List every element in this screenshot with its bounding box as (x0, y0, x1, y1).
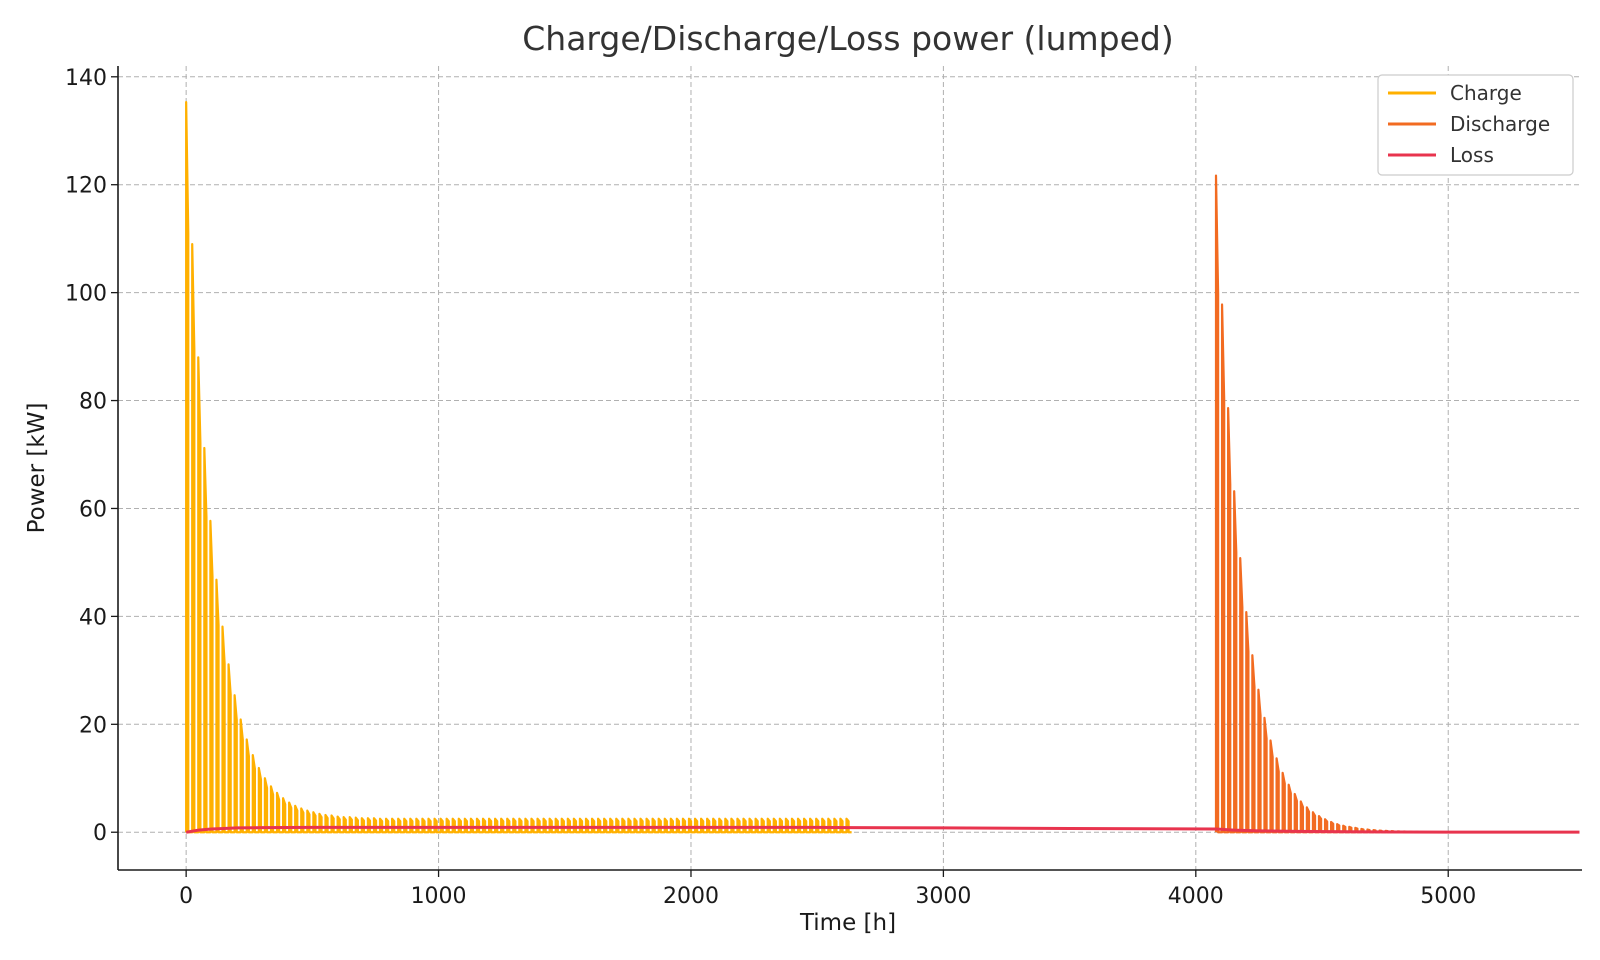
x-tick-label: 5000 (1420, 884, 1476, 909)
x-tick-label: 4000 (1168, 884, 1224, 909)
y-tick-label: 100 (65, 282, 107, 307)
legend-label-discharge: Discharge (1450, 112, 1550, 136)
x-axis-ticks: 0 1000 2000 3000 4000 5000 (179, 870, 1476, 909)
y-tick-label: 40 (79, 605, 107, 630)
legend-label-loss: Loss (1450, 143, 1494, 167)
plot-area (185, 101, 1580, 834)
series-line-discharge (1214, 174, 1422, 834)
y-tick-label: 140 (65, 66, 107, 91)
x-tick-label: 0 (179, 884, 193, 909)
x-axis-label: Time [h] (799, 910, 896, 936)
legend-label-charge: Charge (1450, 81, 1522, 105)
y-axis-ticks: 0 20 40 60 80 100 120 140 (65, 66, 118, 846)
series-line-loss (185, 825, 1580, 834)
legend-frame (1377, 74, 1574, 176)
grid (118, 66, 1582, 870)
y-tick-label: 0 (93, 821, 107, 846)
legend: Charge Discharge Loss (1377, 74, 1574, 176)
x-tick-label: 3000 (915, 884, 971, 909)
y-tick-label: 120 (65, 174, 107, 199)
series-line-charge (185, 101, 852, 834)
y-tick-label: 60 (79, 497, 107, 522)
chart-title: Charge/Discharge/Loss power (lumped) (522, 19, 1173, 58)
x-tick-label: 2000 (663, 884, 719, 909)
y-tick-label: 80 (79, 390, 107, 415)
y-tick-label: 20 (79, 713, 107, 738)
y-axis-label: Power [kW] (24, 403, 50, 534)
x-tick-label: 1000 (411, 884, 467, 909)
